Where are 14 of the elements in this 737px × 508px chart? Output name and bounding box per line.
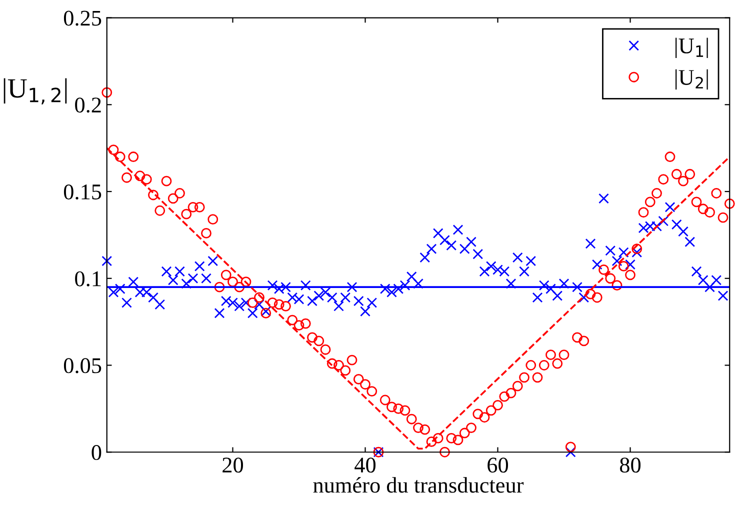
x-axis-title: numéro du transducteur (313, 477, 524, 493)
y-tick-label: 0.25 (64, 10, 102, 26)
y-tick-label: 0.15 (64, 184, 102, 200)
legend-label: |U$_{2}$| (676, 69, 708, 90)
x-tick-label: 40 (354, 458, 376, 473)
y-tick-label: 0.1 (75, 271, 101, 286)
y-axis-title: |U$_{1,2}$| (4, 78, 67, 104)
y-tick-label: 0.2 (75, 98, 101, 113)
y-tick-label: 0 (92, 445, 102, 460)
x-tick-label: 80 (620, 458, 641, 473)
legend-label: |U$_{1}$| (676, 38, 708, 58)
y-tick-label: 0.05 (64, 358, 102, 374)
x-tick-label: 60 (488, 458, 508, 473)
x-tick-label: 20 (222, 458, 244, 473)
